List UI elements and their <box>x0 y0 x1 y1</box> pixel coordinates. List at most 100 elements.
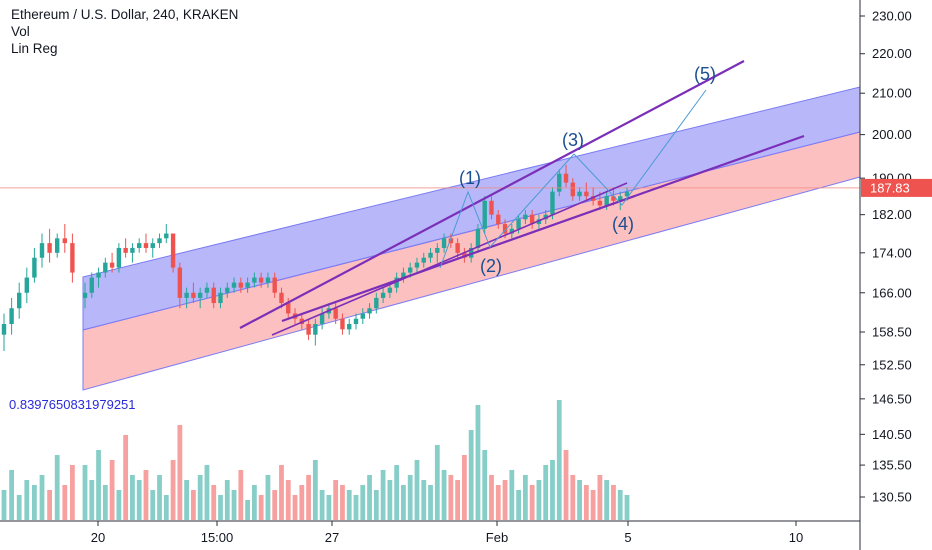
volume-indicator-label[interactable]: Vol <box>11 24 30 39</box>
volume-bar-36 <box>326 495 332 520</box>
volume-bar-42 <box>367 475 372 520</box>
time-tick-label-3: Feb <box>486 530 508 545</box>
volume-bar-6 <box>123 435 129 520</box>
candle-body-21 <box>225 287 230 293</box>
volume-bar-71 <box>563 450 569 520</box>
candle-body-8 <box>137 243 142 248</box>
volume-bar-5 <box>116 490 122 520</box>
volume-bar-10 <box>150 490 156 520</box>
volume-bar-79 <box>617 490 623 520</box>
wave-label-1: (1) <box>459 168 481 188</box>
volume-bar-7 <box>130 475 135 520</box>
candle-body-11 <box>157 238 162 244</box>
pre-volume-bar-4 <box>32 485 37 520</box>
volume-bar-76 <box>597 475 603 520</box>
volume-bar-4 <box>109 460 115 520</box>
candle-body-35 <box>319 313 325 325</box>
candle-body-47 <box>401 272 406 278</box>
candle-body-73 <box>577 191 582 197</box>
pre-volume-bar-5 <box>39 475 45 520</box>
linreg-indicator-label[interactable]: Lin Reg <box>11 41 58 56</box>
candle-body-42 <box>367 308 372 314</box>
candle-body-19 <box>211 287 216 304</box>
wave-label-2: (2) <box>480 256 502 276</box>
chart-legend: Ethereum / U.S. Dollar, 240, KRAKEN Vol … <box>11 6 238 57</box>
candle-body-1 <box>89 277 94 293</box>
pre-candle-body-3 <box>24 277 29 293</box>
candle-body-14 <box>177 267 183 298</box>
volume-bar-57 <box>468 430 474 520</box>
candle-body-13 <box>170 233 176 268</box>
time-tick-label-2: 27 <box>325 530 339 545</box>
volume-bar-39 <box>346 490 352 520</box>
current-price-tag <box>861 178 932 197</box>
candle-body-59 <box>482 200 487 229</box>
volume-bar-47 <box>401 485 406 520</box>
volume-bar-34 <box>312 460 318 520</box>
candle-body-25 <box>252 277 257 283</box>
candle-body-7 <box>130 247 135 253</box>
volume-bar-45 <box>387 480 393 520</box>
volume-bar-70 <box>556 400 562 520</box>
candle-body-24 <box>245 282 250 288</box>
candle-body-52 <box>435 247 440 253</box>
volume-bar-51 <box>428 485 433 520</box>
candle-body-46 <box>394 277 399 288</box>
candle-body-58 <box>475 228 481 248</box>
volume-bar-30 <box>285 480 291 520</box>
candle-body-10 <box>150 243 155 248</box>
candle-body-44 <box>380 292 386 298</box>
pre-volume-bar-2 <box>16 495 22 520</box>
volume-bar-50 <box>421 480 427 520</box>
volume-bar-21 <box>224 480 230 520</box>
volume-bar-13 <box>170 460 176 520</box>
volume-bar-20 <box>218 495 223 520</box>
volume-bar-75 <box>590 490 596 520</box>
volume-bar-55 <box>455 480 461 520</box>
price-tick-label-10: 146.50 <box>872 391 912 406</box>
elliott-wave-path <box>439 89 707 269</box>
wave-label-5: (5) <box>694 64 716 84</box>
volume-bar-33 <box>306 475 311 520</box>
volume-bar-67 <box>536 480 542 520</box>
candlesticks <box>1 164 630 351</box>
candle-body-65 <box>523 214 528 220</box>
candle-body-34 <box>313 324 318 335</box>
candle-body-41 <box>360 313 365 319</box>
volume-bar-0 <box>82 465 88 520</box>
volume-bar-31 <box>292 495 298 520</box>
candle-body-75 <box>590 196 596 201</box>
price-tick-label-11: 140.50 <box>872 427 912 442</box>
candle-body-30 <box>286 303 291 314</box>
volume-bar-74 <box>583 485 589 520</box>
volume-bar-61 <box>495 485 501 520</box>
candle-body-15 <box>184 292 189 298</box>
pre-candle-body-9 <box>70 243 75 273</box>
volume-bar-44 <box>380 470 386 520</box>
volume-bar-16 <box>191 490 196 520</box>
candle-body-60 <box>489 200 494 215</box>
volume-bar-64 <box>516 490 521 520</box>
volume-bar-56 <box>462 455 467 520</box>
price-tick-label-1: 220.00 <box>872 46 912 61</box>
symbol-title[interactable]: Ethereum / U.S. Dollar, 240, KRAKEN <box>11 7 239 22</box>
candle-body-29 <box>279 292 284 304</box>
correlation-value: 0.8397650831979251 <box>9 397 136 412</box>
candle-body-40 <box>353 318 359 325</box>
volume-bar-24 <box>245 500 250 520</box>
volume-bar-35 <box>319 490 325 520</box>
candle-body-28 <box>272 277 277 293</box>
volume-bar-49 <box>414 460 420 520</box>
volume-bar-43 <box>373 490 379 520</box>
drawing-tools: (1) (2) (3) (4) (5) <box>0 60 860 336</box>
pre-candle-body-0 <box>1 324 7 335</box>
volume-bar-53 <box>441 470 447 520</box>
candle-body-3 <box>103 262 108 273</box>
volume-bar-46 <box>394 465 400 520</box>
volume-bar-52 <box>434 445 440 520</box>
linreg-channel <box>82 86 861 391</box>
volume-bar-37 <box>333 480 339 520</box>
volume-bar-26 <box>258 495 264 520</box>
volume-bar-19 <box>211 485 217 520</box>
